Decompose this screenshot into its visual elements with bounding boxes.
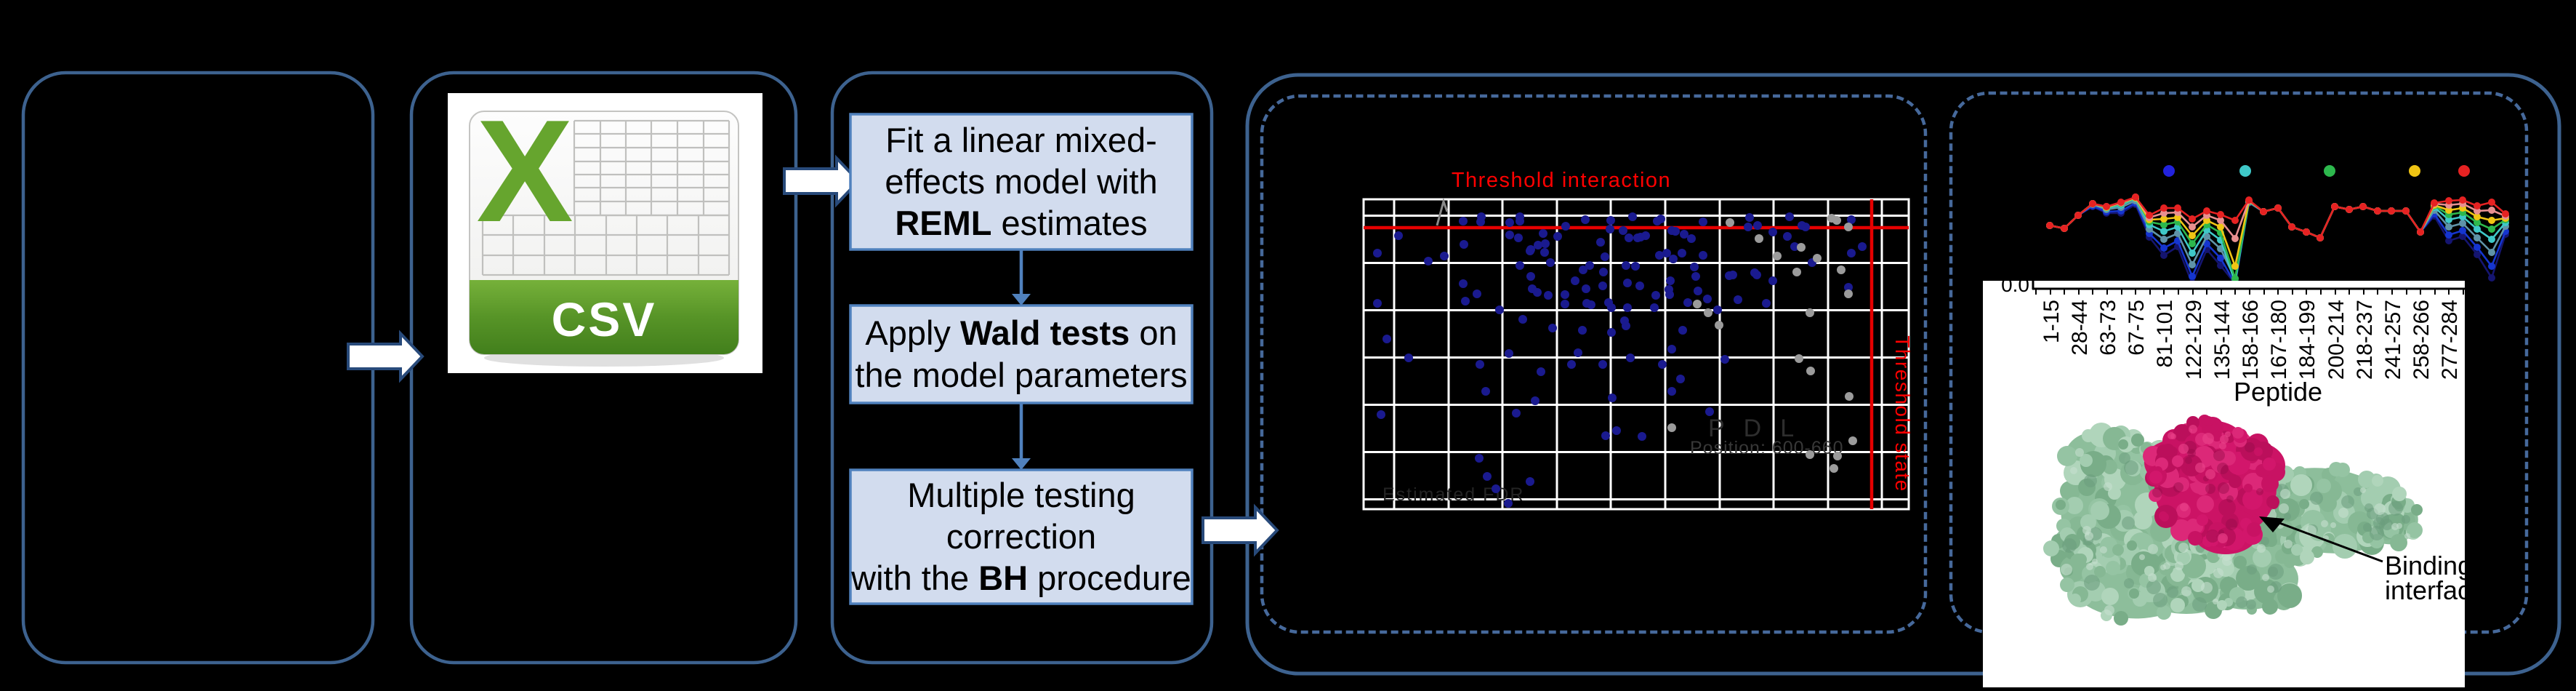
svg-text:258-266: 258-266 (2410, 300, 2434, 380)
svg-text:Peptide: Peptide (2234, 377, 2322, 407)
svg-text:Multiple testing: Multiple testing (907, 476, 1135, 514)
svg-text:135-144: 135-144 (2210, 300, 2234, 380)
svg-text:the model parameters: the model parameters (855, 356, 1187, 394)
svg-text:184-199: 184-199 (2295, 300, 2319, 380)
svg-text:158-166: 158-166 (2239, 300, 2263, 380)
svg-text:200-214: 200-214 (2325, 300, 2348, 380)
svg-text:X: X (476, 90, 573, 252)
svg-text:Apply Wald tests on: Apply Wald tests on (865, 313, 1177, 352)
svg-text:67-75: 67-75 (2125, 300, 2149, 356)
svg-text:Threshold state: Threshold state (1891, 335, 1914, 492)
svg-text:Threshold interaction: Threshold interaction (1452, 169, 1671, 192)
svg-text:CSV: CSV (552, 292, 657, 346)
svg-text:28-44: 28-44 (2068, 300, 2092, 356)
svg-text:Binding: Binding (2385, 551, 2472, 580)
svg-text:Estimated FDR: Estimated FDR (1382, 484, 1524, 505)
svg-text:63-73: 63-73 (2096, 300, 2120, 356)
svg-text:0.0: 0.0 (2001, 273, 2029, 296)
svg-text:effects model with: effects model with (885, 162, 1157, 201)
svg-text:122-129: 122-129 (2182, 300, 2206, 380)
svg-text:218-237: 218-237 (2353, 300, 2377, 380)
svg-text:Fit a linear mixed-: Fit a linear mixed- (885, 121, 1157, 159)
svg-text:167-180: 167-180 (2267, 300, 2291, 380)
svg-text:241-257: 241-257 (2381, 300, 2405, 380)
svg-text:REML estimates: REML estimates (895, 204, 1147, 242)
svg-text:correction: correction (946, 517, 1096, 556)
svg-text:Position: 600-660: Position: 600-660 (1690, 438, 1844, 458)
svg-text:with the BH procedure: with the BH procedure (850, 559, 1191, 597)
svg-text:1-15: 1-15 (2040, 300, 2064, 343)
svg-text:PDL: PDL (1708, 415, 1813, 442)
svg-text:81-101: 81-101 (2153, 300, 2177, 367)
svg-text:277-284: 277-284 (2438, 300, 2462, 380)
svg-text:interface: interface (2385, 575, 2485, 605)
